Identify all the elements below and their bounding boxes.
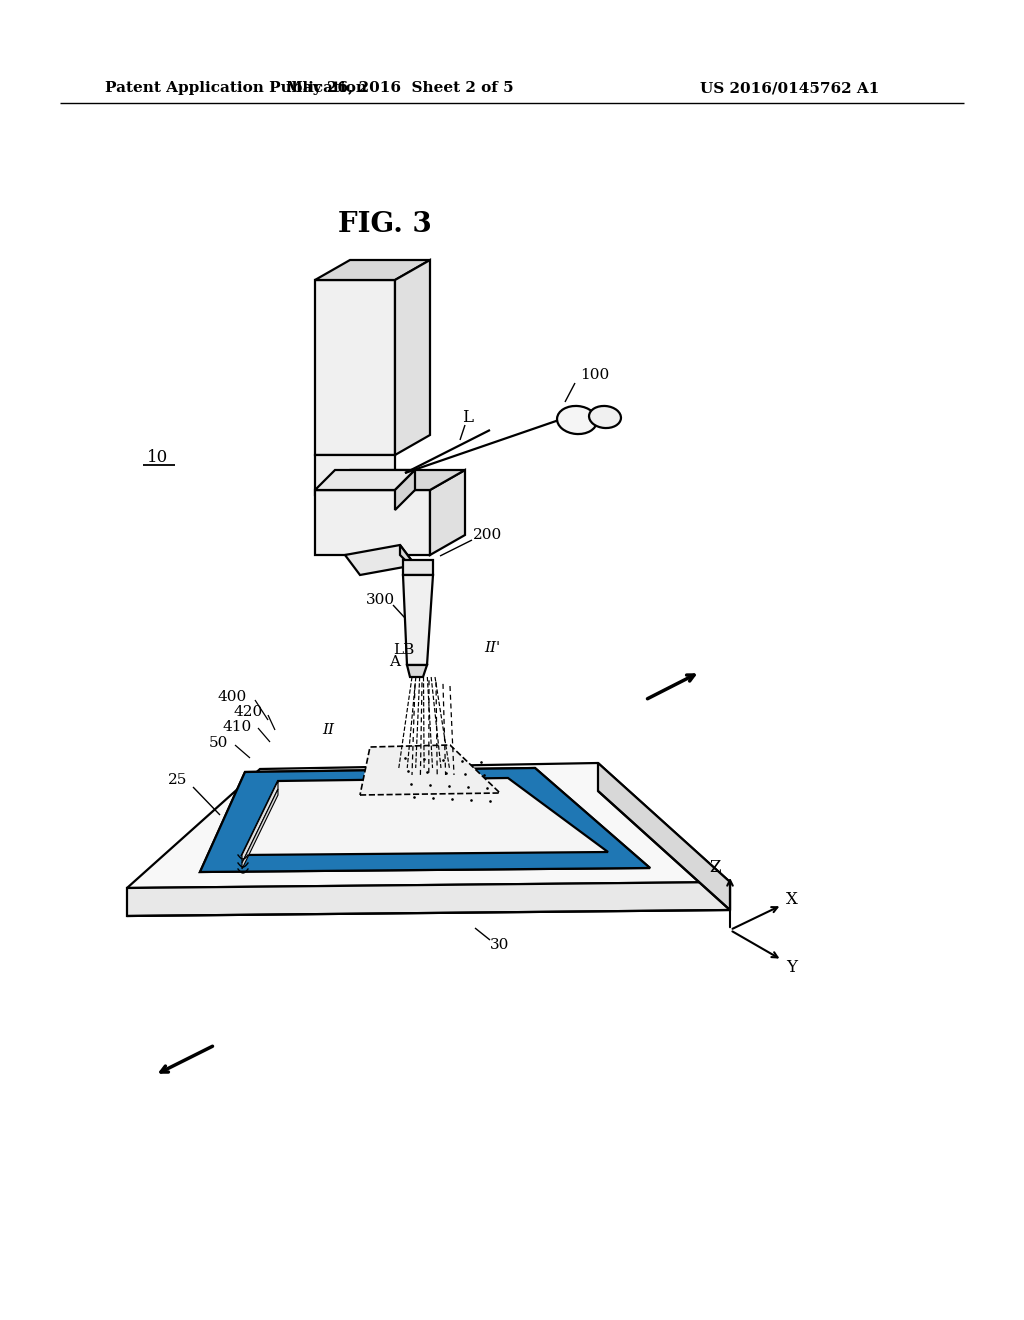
Text: 50: 50: [208, 737, 227, 750]
Polygon shape: [430, 470, 465, 554]
Polygon shape: [242, 789, 278, 869]
Polygon shape: [242, 777, 608, 855]
Text: 30: 30: [490, 939, 510, 952]
Text: 100: 100: [581, 368, 609, 381]
Polygon shape: [400, 545, 415, 570]
Polygon shape: [315, 280, 395, 455]
Text: May 26, 2016  Sheet 2 of 5: May 26, 2016 Sheet 2 of 5: [286, 81, 514, 95]
Text: 25: 25: [168, 774, 187, 787]
Text: 410: 410: [222, 719, 252, 734]
Text: X: X: [786, 891, 798, 908]
Text: Y: Y: [786, 960, 798, 977]
Text: Patent Application Publication: Patent Application Publication: [105, 81, 367, 95]
Text: A: A: [389, 655, 400, 669]
Polygon shape: [403, 560, 433, 576]
Text: LB: LB: [393, 643, 415, 657]
Polygon shape: [407, 665, 427, 677]
Text: 300: 300: [366, 593, 394, 607]
Text: II: II: [322, 723, 334, 737]
Polygon shape: [315, 470, 415, 490]
Polygon shape: [395, 260, 430, 455]
Text: 10: 10: [147, 449, 169, 466]
Polygon shape: [200, 768, 650, 873]
Polygon shape: [360, 744, 500, 795]
Text: US 2016/0145762 A1: US 2016/0145762 A1: [700, 81, 880, 95]
Polygon shape: [403, 576, 433, 665]
Polygon shape: [315, 490, 430, 554]
Polygon shape: [238, 775, 612, 858]
Text: II': II': [484, 642, 500, 655]
Polygon shape: [238, 775, 612, 858]
Text: 420: 420: [233, 705, 262, 719]
Text: 400: 400: [217, 690, 247, 704]
Polygon shape: [127, 763, 730, 888]
Text: Z: Z: [710, 859, 721, 876]
Text: 200: 200: [473, 528, 503, 543]
Polygon shape: [598, 763, 730, 909]
Polygon shape: [242, 781, 278, 863]
Polygon shape: [345, 545, 415, 576]
Polygon shape: [395, 470, 415, 510]
Polygon shape: [315, 455, 395, 495]
Polygon shape: [200, 768, 650, 873]
Polygon shape: [315, 470, 465, 490]
Ellipse shape: [557, 407, 597, 434]
Polygon shape: [127, 882, 730, 916]
Polygon shape: [315, 260, 430, 280]
Text: FIG. 3: FIG. 3: [338, 211, 432, 239]
Ellipse shape: [589, 407, 621, 428]
Text: L: L: [463, 409, 473, 426]
